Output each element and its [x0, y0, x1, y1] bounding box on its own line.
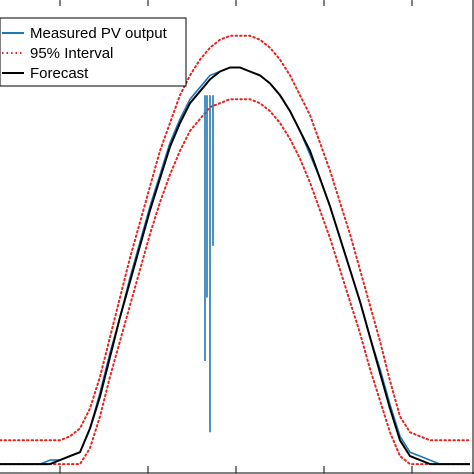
legend-label-interval: 95% Interval: [30, 45, 113, 62]
legend-box: [0, 17, 187, 87]
legend-label-forecast: Forecast: [30, 65, 89, 82]
interval-lower-line: [0, 98, 471, 466]
forecast-line: [0, 66, 470, 466]
legend: Measured PV output 95% Interval Forecast: [0, 17, 187, 87]
measured-line: [0, 66, 470, 465]
series-layer: [0, 34, 471, 466]
legend-label-measured: Measured PV output: [30, 25, 168, 42]
interval-upper-line: [0, 34, 471, 442]
